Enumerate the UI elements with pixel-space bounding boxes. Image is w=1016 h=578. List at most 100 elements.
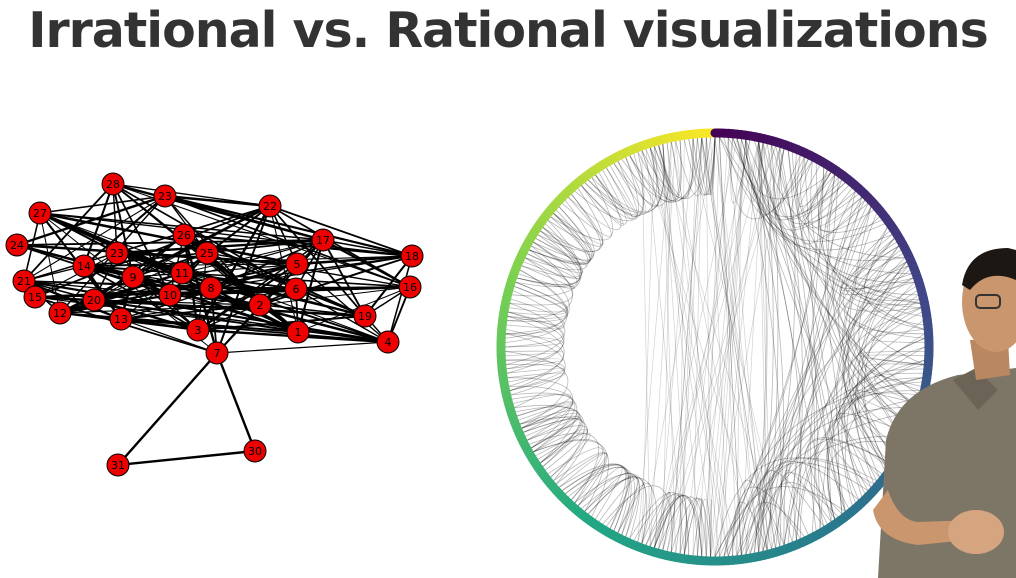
circular-plot-edge — [854, 298, 920, 482]
circular-plot-edge — [591, 143, 665, 213]
circular-plot-edge — [505, 358, 564, 370]
circular-plot-edge — [649, 147, 738, 556]
circular-plot-edge — [518, 257, 575, 290]
circular-plot-edge — [637, 141, 672, 543]
circular-plot-edge — [645, 492, 671, 550]
circular-plot-edge — [516, 241, 578, 288]
network-edge — [23, 279, 389, 344]
network-node-label: 23 — [110, 247, 124, 260]
circular-plot-edge — [832, 196, 911, 425]
circular-plot-edge — [758, 141, 832, 522]
circular-plot-edge — [754, 141, 767, 554]
circular-plot-edge — [505, 329, 565, 387]
circular-plot-edge — [539, 193, 601, 252]
circular-plot-edge — [855, 372, 924, 437]
network-node — [195, 241, 219, 265]
circular-plot-edge — [779, 147, 925, 330]
network-node — [28, 201, 52, 225]
network-node — [105, 241, 129, 265]
circular-plot-edge — [842, 249, 911, 425]
network-node-label: 13 — [114, 313, 128, 326]
circular-plot-edge — [827, 174, 863, 498]
circular-plot-edge — [658, 496, 707, 557]
circular-plot-edge — [750, 141, 777, 202]
circular-plot-edge — [506, 315, 564, 329]
network-node — [248, 293, 272, 317]
network-node-label: 8 — [208, 282, 215, 295]
circular-plot-edge — [705, 137, 760, 553]
circular-plot-edge — [817, 174, 875, 232]
network-node — [285, 252, 309, 276]
circular-plot-edge — [826, 390, 921, 509]
network-node — [121, 265, 145, 289]
circular-plot-edge — [587, 153, 645, 217]
circular-plot-edge — [580, 169, 627, 225]
circular-plot-edge — [521, 265, 575, 289]
circular-plot-edge — [679, 498, 703, 557]
circular-plot-edge — [526, 425, 588, 478]
circular-plot-edge — [844, 377, 923, 504]
circular-plot-edge — [692, 498, 711, 558]
circular-plot-edge — [621, 137, 703, 203]
network-node — [243, 439, 267, 463]
circular-plot-edge — [758, 141, 768, 551]
circular-plot-edge — [719, 136, 738, 556]
network-edge — [39, 212, 413, 257]
circular-plot-edge — [796, 155, 915, 283]
circular-plot-edge — [528, 199, 595, 263]
circular-plot-edge — [662, 143, 703, 557]
circular-plot-edge — [795, 153, 925, 365]
circular-plot-edge — [758, 141, 923, 317]
circular-plot-edge — [641, 150, 651, 547]
circular-plot-edge — [844, 261, 925, 335]
circular-plot-edge — [649, 144, 672, 202]
circular-plot-edge — [598, 477, 639, 534]
circular-plot-edge — [528, 432, 600, 504]
network-node — [186, 318, 210, 342]
network-node-label: 20 — [87, 294, 101, 307]
slide-title: Irrational vs. Rational visualizations — [28, 2, 989, 59]
circular-plot-edge — [605, 164, 638, 216]
network-edge — [39, 211, 298, 266]
circular-plot-edge — [710, 139, 747, 558]
circular-plot-edge — [783, 206, 872, 546]
circular-plot-edge — [745, 139, 921, 304]
circular-plot-edge — [528, 209, 591, 266]
circular-plot-edge — [670, 141, 751, 555]
network-edge — [16, 239, 324, 246]
circular-plot-edge — [558, 453, 607, 501]
circular-plot-edge — [697, 136, 716, 195]
circular-plot-edge — [679, 139, 685, 555]
circular-plot-edge — [587, 143, 665, 214]
network-node — [48, 301, 72, 325]
circular-plot-edge — [574, 473, 648, 544]
circular-plot-edge — [749, 435, 906, 555]
circular-plot-edge — [723, 381, 923, 557]
circular-plot-edge — [662, 143, 676, 554]
circular-plot-edge — [683, 137, 733, 555]
network-node-label: 22 — [263, 200, 277, 213]
circular-plot-edge — [537, 187, 604, 253]
circular-plot-edge — [532, 206, 594, 261]
circular-network-plot — [496, 128, 934, 566]
network-edge — [59, 304, 261, 314]
network-node — [199, 276, 223, 300]
circular-plot-edge — [532, 429, 588, 471]
circular-plot-edge — [777, 148, 846, 220]
circular-plot-edge — [705, 137, 711, 558]
network-edge — [206, 252, 411, 288]
network-edge — [120, 318, 218, 354]
circular-plot-edge — [537, 429, 588, 464]
circular-plot-edge — [567, 171, 622, 230]
network-node — [109, 307, 133, 331]
circular-plot-edge — [771, 167, 825, 550]
circular-plot-edge — [762, 144, 772, 552]
network-edge — [16, 194, 166, 247]
circular-plot-edge — [784, 469, 832, 536]
circular-plot-edge — [727, 137, 813, 220]
circular-plot-edge — [584, 156, 639, 220]
circular-plot-edge — [584, 472, 632, 530]
network-edge — [197, 288, 297, 331]
circular-plot-edge — [532, 440, 609, 518]
circular-plot-edge — [835, 257, 906, 501]
